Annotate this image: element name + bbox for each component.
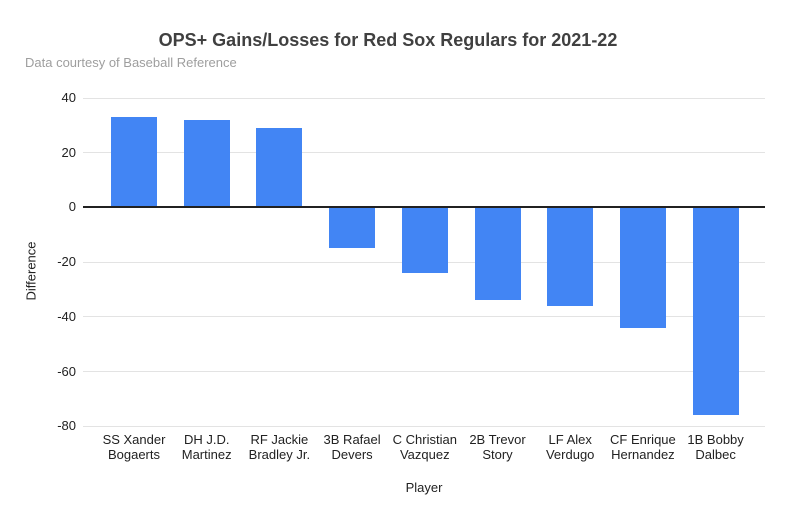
gridline xyxy=(83,425,765,427)
y-axis-title: Difference xyxy=(23,241,39,301)
y-tick-label: 20 xyxy=(61,144,76,160)
x-category-label: 3B Rafael Devers xyxy=(323,432,381,462)
x-category-label: CF Enrique Hernandez xyxy=(610,432,676,462)
y-tick-label: 0 xyxy=(68,199,76,215)
y-tick-label: -40 xyxy=(57,308,76,324)
x-category-label: RF Jackie Bradley Jr. xyxy=(248,432,311,462)
bar-3b-rafael-devers xyxy=(329,208,376,249)
gridline xyxy=(83,152,765,154)
bar-cf-enrique-hernandez xyxy=(619,208,666,328)
bar-2b-trevor-story xyxy=(474,208,521,301)
x-axis-title: Player xyxy=(405,480,443,495)
x-category-label: SS Xander Bogaerts xyxy=(102,432,166,462)
chart-subtitle: Data courtesy of Baseball Reference xyxy=(25,55,237,70)
x-category-label: DH J.D. Martinez xyxy=(181,432,232,462)
bar-c-christian-vazquez xyxy=(401,208,448,274)
bar-lf-alex-verdugo xyxy=(547,208,594,306)
bar-1b-bobby-dalbec xyxy=(692,208,739,416)
y-tick-label: -20 xyxy=(57,254,76,270)
x-category-label: LF Alex Verdugo xyxy=(545,432,595,462)
x-category-label: 2B Trevor Story xyxy=(469,432,526,462)
gridline xyxy=(83,371,765,373)
gridline xyxy=(83,316,765,318)
x-category-label: 1B Bobby Dalbec xyxy=(687,432,744,462)
bar-ss-xander-bogaerts xyxy=(111,117,157,208)
bar-dh-j-d-martinez xyxy=(183,119,230,208)
gridline xyxy=(83,97,765,99)
chart-title: OPS+ Gains/Losses for Red Sox Regulars f… xyxy=(158,30,618,50)
y-tick-label: -60 xyxy=(57,363,76,379)
y-tick-label: 40 xyxy=(61,90,76,105)
zero-axis-line xyxy=(83,206,765,209)
bar-rf-jackie-bradley-jr xyxy=(256,128,303,208)
y-tick-label: -80 xyxy=(57,418,76,434)
x-category-label: C Christian Vazquez xyxy=(392,432,457,462)
